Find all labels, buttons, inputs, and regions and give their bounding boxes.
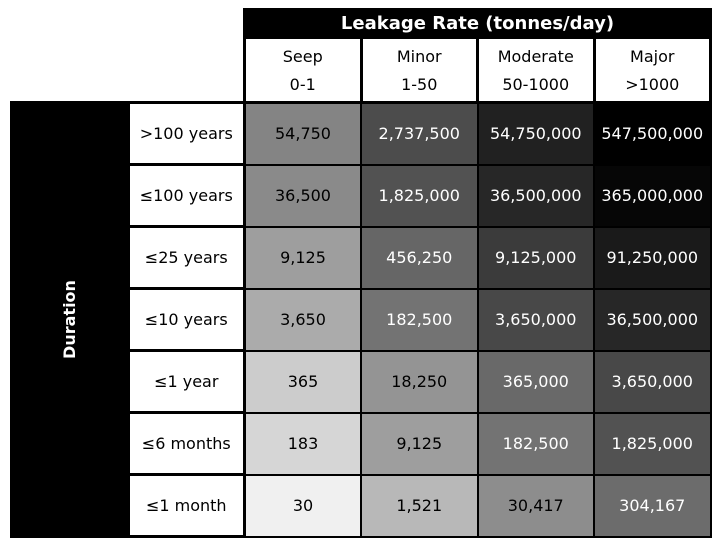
row-label: ≤6 months <box>126 411 246 476</box>
row-label: >100 years <box>126 101 246 166</box>
table-row: ≤10 years 3,650 182,500 3,650,000 36,500… <box>12 287 712 352</box>
data-cell: 365,000 <box>476 349 595 414</box>
data-cell: 9,125 <box>243 225 362 290</box>
column-name: Major <box>630 46 675 66</box>
column-name: Seep <box>282 46 323 66</box>
data-cell: 36,500,000 <box>476 163 595 228</box>
table-row: Duration >100 years 54,750 2,737,500 54,… <box>10 101 712 538</box>
data-cell: 3,650,000 <box>476 287 595 352</box>
data-cell: 1,825,000 <box>360 163 479 228</box>
leakage-table: Leakage Rate (tonnes/day) Seep 0-1 Minor… <box>10 8 712 538</box>
table-row: ≤6 months 183 9,125 182,500 1,825,000 <box>12 411 712 476</box>
data-cell: 365,000,000 <box>593 163 712 228</box>
table-row: ≤1 year 365 18,250 365,000 3,650,000 <box>12 349 712 414</box>
column-range: 1-50 <box>401 74 438 94</box>
duration-axis-band: Duration <box>10 101 130 538</box>
column-range: 50-1000 <box>502 74 570 94</box>
row-label: ≤100 years <box>126 163 246 228</box>
data-cell: 30,417 <box>476 473 595 538</box>
data-cell: 30 <box>243 473 362 538</box>
data-cell: 54,750 <box>243 101 362 166</box>
duration-axis-label: Duration <box>60 280 80 359</box>
data-cell: 2,737,500 <box>360 101 479 166</box>
data-cell: 182,500 <box>360 287 479 352</box>
data-cell: 36,500,000 <box>593 287 712 352</box>
data-cell: 456,250 <box>360 225 479 290</box>
table-row: ≤1 month 30 1,521 30,417 304,167 <box>12 473 712 538</box>
column-header-minor: Minor 1-50 <box>359 36 479 104</box>
row-label: ≤10 years <box>126 287 246 352</box>
data-cell: 1,825,000 <box>593 411 712 476</box>
column-header-seep: Seep 0-1 <box>243 36 363 104</box>
data-cell: 304,167 <box>593 473 712 538</box>
column-range: 0-1 <box>289 74 316 94</box>
data-cell: 54,750,000 <box>476 101 595 166</box>
data-cell: 183 <box>243 411 362 476</box>
table-row: ≤100 years 36,500 1,825,000 36,500,000 3… <box>12 163 712 228</box>
data-cell: 9,125 <box>360 411 479 476</box>
column-range: >1000 <box>625 74 680 94</box>
data-cell: 36,500 <box>243 163 362 228</box>
table-row: ≤25 years 9,125 456,250 9,125,000 91,250… <box>12 225 712 290</box>
data-cell: 1,521 <box>360 473 479 538</box>
column-name: Moderate <box>497 46 574 66</box>
data-cell: 9,125,000 <box>476 225 595 290</box>
column-name: Minor <box>396 46 442 66</box>
row-label: ≤1 year <box>126 349 246 414</box>
row-label: ≤25 years <box>126 225 246 290</box>
row-label: ≤1 month <box>126 473 246 538</box>
data-cell: 365 <box>243 349 362 414</box>
data-cell: 3,650 <box>243 287 362 352</box>
data-cell: 91,250,000 <box>593 225 712 290</box>
column-header-major: Major >1000 <box>592 36 712 104</box>
data-cell: 3,650,000 <box>593 349 712 414</box>
data-cell: 18,250 <box>360 349 479 414</box>
data-cell: 547,500,000 <box>593 101 712 166</box>
column-header-moderate: Moderate 50-1000 <box>476 36 596 104</box>
table-title: Leakage Rate (tonnes/day) <box>243 8 712 39</box>
empty-corner <box>11 9 245 103</box>
data-cell: 182,500 <box>476 411 595 476</box>
